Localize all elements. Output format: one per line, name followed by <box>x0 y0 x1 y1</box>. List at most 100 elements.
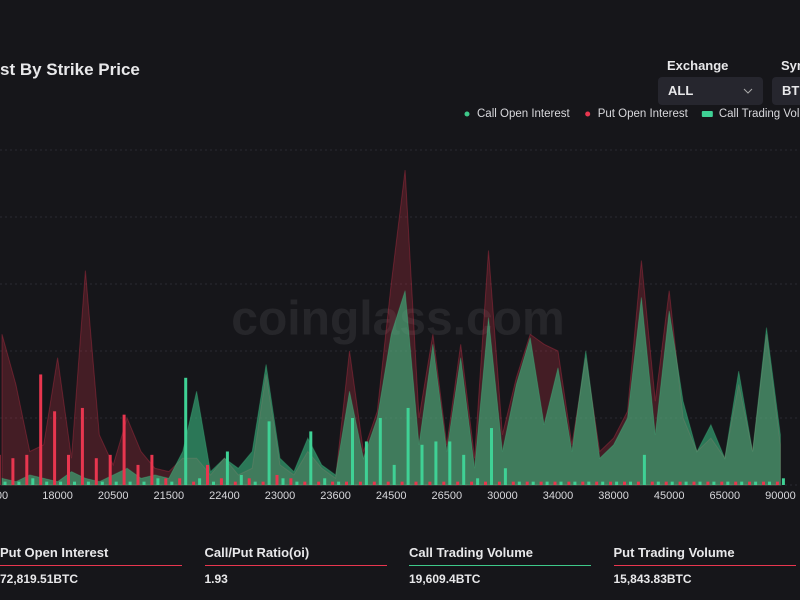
bar <box>656 481 660 485</box>
bar <box>456 481 460 485</box>
bar <box>323 478 327 485</box>
stat: Call Trading Volume 19,609.4BTC <box>409 545 591 586</box>
bar <box>261 481 265 485</box>
bar <box>484 481 487 485</box>
bar <box>392 464 396 485</box>
bar <box>206 464 209 485</box>
stat: Put Open Interest 72,819.51BTC <box>0 545 182 586</box>
symbol-select[interactable]: BT <box>772 77 800 105</box>
bar <box>734 481 738 485</box>
bar <box>670 481 674 485</box>
bar <box>442 481 446 485</box>
bar <box>295 481 299 485</box>
bar <box>17 481 21 485</box>
chart: coinglass.com 00180002050021500224002300… <box>0 108 800 502</box>
bar <box>136 464 140 485</box>
bar <box>720 481 724 485</box>
x-tick-label: 90000 <box>765 490 796 502</box>
legend-marker <box>701 111 713 117</box>
bar <box>400 481 404 485</box>
bar <box>59 481 63 485</box>
bar <box>73 481 76 485</box>
bar <box>490 428 493 485</box>
bar <box>650 481 654 485</box>
bar <box>281 478 285 485</box>
bar <box>462 454 466 485</box>
bar <box>358 481 362 485</box>
bar <box>247 478 251 485</box>
exchange-select[interactable]: ALL <box>658 77 763 105</box>
stat-label: Call Trading Volume <box>409 545 534 560</box>
bar <box>317 481 321 485</box>
bar <box>517 481 521 485</box>
chevron <box>743 88 753 94</box>
bar <box>3 481 7 485</box>
bar <box>345 481 348 485</box>
bar <box>428 481 432 485</box>
bar <box>511 481 515 485</box>
bar <box>712 481 716 485</box>
x-tick-label: 23600 <box>320 490 351 502</box>
bar <box>664 481 668 485</box>
x-tick-label: 00 <box>0 490 8 502</box>
bar <box>170 481 174 485</box>
legend-marker <box>464 111 470 117</box>
bar <box>615 481 619 485</box>
x-tick-label: 23000 <box>265 490 296 502</box>
bar <box>331 481 335 485</box>
bar <box>476 478 480 485</box>
bar <box>192 481 196 485</box>
bar <box>142 481 146 485</box>
bar <box>553 481 557 485</box>
stat-rule <box>204 565 387 566</box>
bar <box>114 481 118 485</box>
bar <box>267 421 271 485</box>
bar <box>748 481 752 485</box>
legend-marker <box>585 111 591 117</box>
bar <box>678 481 682 485</box>
bar <box>233 481 237 485</box>
bar <box>122 414 126 485</box>
bar <box>337 481 341 485</box>
bar <box>497 481 501 485</box>
legend-label: Call Open Interest <box>477 108 570 120</box>
exchange-value: ALL <box>668 83 694 98</box>
bar <box>39 374 43 485</box>
bar <box>378 418 382 485</box>
bar <box>225 451 229 485</box>
stat-value: 19,609.4BTC <box>409 572 481 586</box>
bar <box>684 481 688 485</box>
bar <box>53 411 57 485</box>
x-tick-label: 21500 <box>154 490 185 502</box>
bar <box>740 481 744 485</box>
bar <box>781 478 785 485</box>
x-tick-label: 34000 <box>543 490 574 502</box>
bar <box>545 481 549 485</box>
bar <box>184 377 188 485</box>
bar <box>726 481 730 485</box>
bar <box>386 481 390 485</box>
bar <box>45 481 49 485</box>
bar <box>768 481 771 485</box>
bar <box>150 454 154 485</box>
exchange-label: Exchange <box>667 58 729 73</box>
bar <box>525 481 529 485</box>
x-tick-label: 45000 <box>654 490 685 502</box>
stat: Call/Put Ratio(oi) 1.93 <box>204 545 387 586</box>
bar <box>567 481 571 485</box>
bar <box>587 481 591 485</box>
bar <box>239 474 243 485</box>
bar <box>692 481 696 485</box>
stat-label: Put Trading Volume <box>613 545 735 560</box>
bar <box>531 481 535 485</box>
legend-label: Put Open Interest <box>598 108 689 120</box>
bar <box>609 481 613 485</box>
bar <box>601 481 605 485</box>
bar <box>448 441 452 485</box>
bar <box>351 418 354 485</box>
bar <box>128 481 132 485</box>
bar <box>434 441 438 485</box>
bar <box>164 478 168 485</box>
bar <box>706 481 710 485</box>
